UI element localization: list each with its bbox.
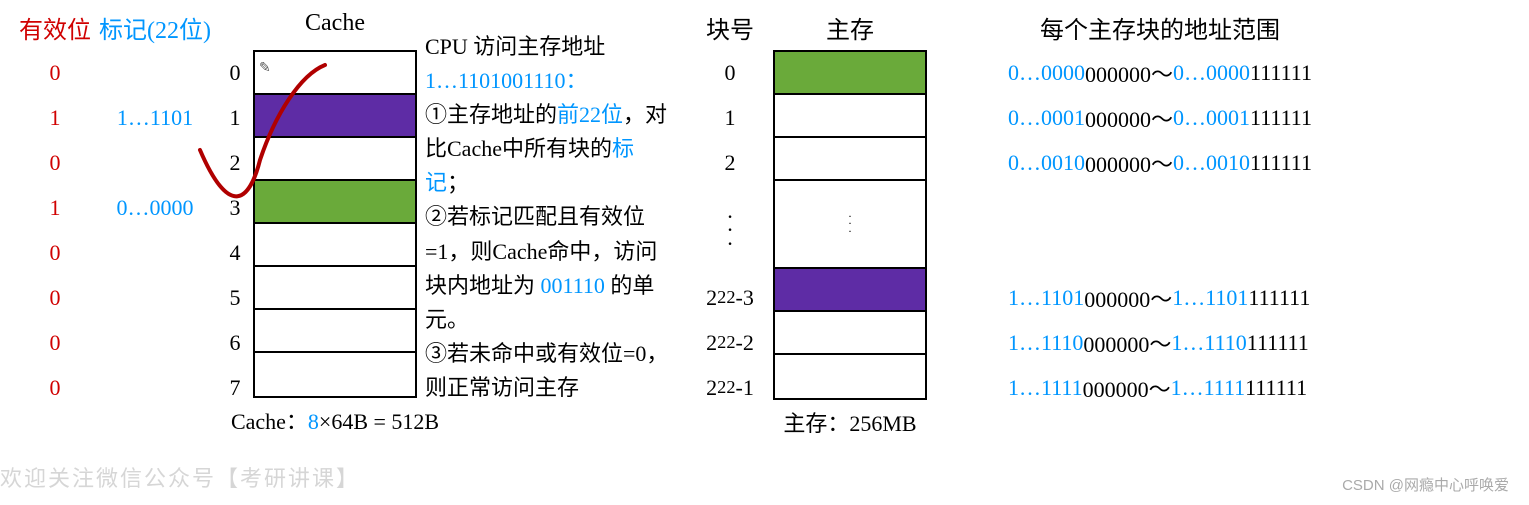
explain-l1b: 1…1101001110： — [425, 68, 588, 93]
memory-index-ellipsis: ··· — [706, 185, 754, 275]
cache-index: 1 — [230, 95, 241, 140]
cache-caption: Cache：8×64B = 512B — [231, 404, 439, 436]
address-range: 0…0001000000～ 0…0001111111 — [1008, 95, 1312, 140]
memory-header: 主存 — [826, 10, 874, 42]
memory-ellipsis: ··· — [775, 181, 925, 269]
cache-index: 2 — [230, 140, 241, 185]
tag-value — [117, 320, 194, 365]
diagram-root: 有效位 01010000 标记(22位) 1…11010…0000 012345… — [20, 10, 1509, 438]
address-range-header: 每个主存块的地址范围 — [1040, 10, 1280, 42]
tag-column: 标记(22位) 1…1101 0…0000 — [95, 10, 215, 410]
memory-index: 2 — [706, 140, 754, 185]
cache-row — [255, 224, 415, 267]
tag-value — [117, 230, 194, 275]
memory-index: 222-2 — [706, 320, 754, 365]
tag-header: 标记(22位) — [99, 10, 211, 42]
cache-index: 0 — [230, 50, 241, 95]
memory-column: 主存 ··· 主存：256MB — [775, 10, 925, 438]
tag-value — [117, 275, 194, 320]
cache-caption-blue: 8 — [308, 409, 319, 434]
memory-index: 222-3 — [706, 275, 754, 320]
tag-value — [117, 50, 194, 95]
tag-value: 1…1101 — [117, 95, 194, 140]
memory-row — [775, 312, 925, 355]
address-ellipsis — [1008, 185, 1312, 275]
tag-value — [117, 365, 194, 410]
cache-index: 4 — [230, 230, 241, 275]
valid-bit: 0 — [50, 50, 61, 95]
valid-bit: 0 — [50, 275, 61, 320]
explain-s1c: ； — [447, 170, 469, 195]
watermark-text: 欢迎关注微信公众号【考研讲课】 — [0, 461, 360, 493]
address-range: 1…1101000000～ 1…1101111111 — [1008, 275, 1312, 320]
cache-index-column: 01234567 — [220, 10, 250, 410]
memory-index: 222-1 — [706, 365, 754, 410]
memory-index: 0 — [706, 50, 754, 95]
memory-caption-value: 256MB — [849, 411, 916, 436]
memory-caption-prefix: 主存： — [783, 411, 849, 436]
memory-index-header: 块号 — [706, 10, 754, 42]
cache-column: Cache ✎ Cache：8×64B = 512B — [255, 10, 415, 436]
cache-box: ✎ — [253, 50, 417, 398]
cache-index: 6 — [230, 320, 241, 365]
address-range: 0…0010000000～ 0…0010111111 — [1008, 140, 1312, 185]
cache-caption-suffix: ×64B = 512B — [319, 409, 439, 434]
valid-bit: 0 — [50, 320, 61, 365]
valid-bit: 1 — [50, 185, 61, 230]
address-range-column: 每个主存块的地址范围 0…0000000000～ 0…00001111110…0… — [945, 10, 1375, 410]
explain-s1b1: 前22位 — [557, 102, 623, 127]
explain-l1: CPU 访问主存地址 — [425, 34, 605, 59]
cache-index-spacer — [232, 10, 238, 42]
memory-row — [775, 355, 925, 398]
cache-row — [255, 181, 415, 224]
cache-row: ✎ — [255, 52, 415, 95]
memory-row — [775, 269, 925, 312]
cache-row — [255, 267, 415, 310]
address-range: 0…0000000000～ 0…0000111111 — [1008, 50, 1312, 95]
explain-s1a: ①主存地址的 — [425, 102, 557, 127]
cache-index: 3 — [230, 185, 241, 230]
valid-bit: 0 — [50, 230, 61, 275]
credit-text: CSDN @网瘾中心呼唤爱 — [1342, 474, 1509, 495]
cache-row — [255, 353, 415, 396]
tag-value — [117, 140, 194, 185]
memory-caption: 主存：256MB — [783, 406, 916, 438]
cache-caption-prefix: Cache： — [231, 409, 308, 434]
explanation-text: CPU 访问主存地址 1…1101001110： ①主存地址的前22位，对比Ca… — [425, 30, 675, 405]
valid-header: 有效位 — [19, 10, 91, 42]
cache-row — [255, 95, 415, 138]
cache-row — [255, 310, 415, 353]
cache-index: 5 — [230, 275, 241, 320]
tag-value: 0…0000 — [117, 185, 194, 230]
memory-row — [775, 52, 925, 95]
cache-header: Cache — [305, 10, 365, 42]
valid-bit: 0 — [50, 140, 61, 185]
memory-index: 1 — [706, 95, 754, 140]
memory-index-column: 块号 012···222-3222-2222-1 — [690, 10, 770, 410]
valid-bit: 1 — [50, 95, 61, 140]
memory-row — [775, 138, 925, 181]
cache-row — [255, 138, 415, 181]
valid-bit: 0 — [50, 365, 61, 410]
address-range: 1…1110000000～ 1…1110111111 — [1008, 320, 1312, 365]
memory-row — [775, 95, 925, 138]
explain-s3: ③若未命中或有效位=0，则正常访问主存 — [425, 341, 668, 400]
explain-s2b: 001110 — [541, 273, 605, 298]
valid-bit-column: 有效位 01010000 — [20, 10, 90, 410]
memory-box: ··· — [773, 50, 927, 400]
address-range: 1…1111000000～ 1…1111111111 — [1008, 365, 1312, 410]
